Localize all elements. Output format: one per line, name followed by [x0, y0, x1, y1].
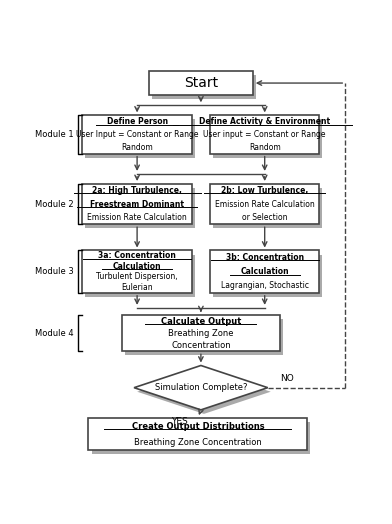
- Text: Define Activity & Environment: Define Activity & Environment: [199, 117, 330, 126]
- Text: Create Output Distributions: Create Output Distributions: [132, 421, 264, 431]
- Text: Module 3: Module 3: [34, 267, 73, 276]
- FancyBboxPatch shape: [89, 418, 307, 450]
- Text: Calculation: Calculation: [240, 267, 289, 276]
- FancyBboxPatch shape: [149, 71, 252, 95]
- FancyBboxPatch shape: [82, 115, 192, 154]
- Text: 2a: High Turbulence,: 2a: High Turbulence,: [92, 186, 182, 195]
- FancyBboxPatch shape: [213, 255, 322, 297]
- Text: User input = Constant or Range: User input = Constant or Range: [203, 130, 326, 139]
- Text: Freestream Dominant: Freestream Dominant: [90, 200, 184, 209]
- Text: Emission Rate Calculation: Emission Rate Calculation: [215, 200, 314, 209]
- FancyBboxPatch shape: [213, 119, 322, 158]
- Text: Simulation Complete?: Simulation Complete?: [155, 383, 247, 392]
- Text: Calculation: Calculation: [113, 262, 162, 271]
- Text: Concentration: Concentration: [171, 341, 231, 350]
- Text: Calculate Output: Calculate Output: [161, 316, 241, 325]
- Text: YES: YES: [171, 417, 188, 426]
- Polygon shape: [137, 369, 271, 414]
- FancyBboxPatch shape: [92, 422, 310, 454]
- Text: Eulerian: Eulerian: [121, 283, 153, 292]
- Text: 3b: Concentration: 3b: Concentration: [226, 253, 304, 262]
- Text: 2b: Low Turbulence,: 2b: Low Turbulence,: [221, 186, 309, 195]
- FancyBboxPatch shape: [122, 315, 280, 352]
- Text: Lagrangian, Stochastic: Lagrangian, Stochastic: [221, 281, 309, 290]
- Text: NO: NO: [280, 374, 294, 383]
- FancyBboxPatch shape: [125, 319, 283, 355]
- Text: Module 4: Module 4: [34, 329, 73, 337]
- Text: Module 1: Module 1: [34, 130, 73, 139]
- Text: Turbulent Dispersion,: Turbulent Dispersion,: [96, 272, 178, 281]
- FancyBboxPatch shape: [210, 184, 319, 224]
- FancyBboxPatch shape: [85, 119, 195, 158]
- FancyBboxPatch shape: [152, 75, 256, 99]
- Polygon shape: [134, 366, 268, 410]
- Text: or Selection: or Selection: [242, 213, 287, 222]
- Text: Emission Rate Calculation: Emission Rate Calculation: [87, 213, 187, 222]
- Text: User Input = Constant or Range: User Input = Constant or Range: [76, 130, 198, 139]
- Text: Start: Start: [184, 76, 218, 90]
- Text: Define Person: Define Person: [107, 117, 168, 126]
- FancyBboxPatch shape: [82, 250, 192, 293]
- FancyBboxPatch shape: [210, 115, 319, 154]
- FancyBboxPatch shape: [85, 255, 195, 297]
- Text: Module 2: Module 2: [34, 200, 73, 209]
- FancyBboxPatch shape: [210, 250, 319, 293]
- Text: Random: Random: [249, 143, 281, 152]
- Text: 3a: Concentration: 3a: Concentration: [98, 252, 176, 260]
- FancyBboxPatch shape: [82, 184, 192, 224]
- FancyBboxPatch shape: [85, 188, 195, 228]
- FancyBboxPatch shape: [213, 188, 322, 228]
- Text: Breathing Zone: Breathing Zone: [168, 329, 234, 337]
- Text: Breathing Zone Concentration: Breathing Zone Concentration: [134, 438, 262, 446]
- Text: Random: Random: [121, 143, 153, 152]
